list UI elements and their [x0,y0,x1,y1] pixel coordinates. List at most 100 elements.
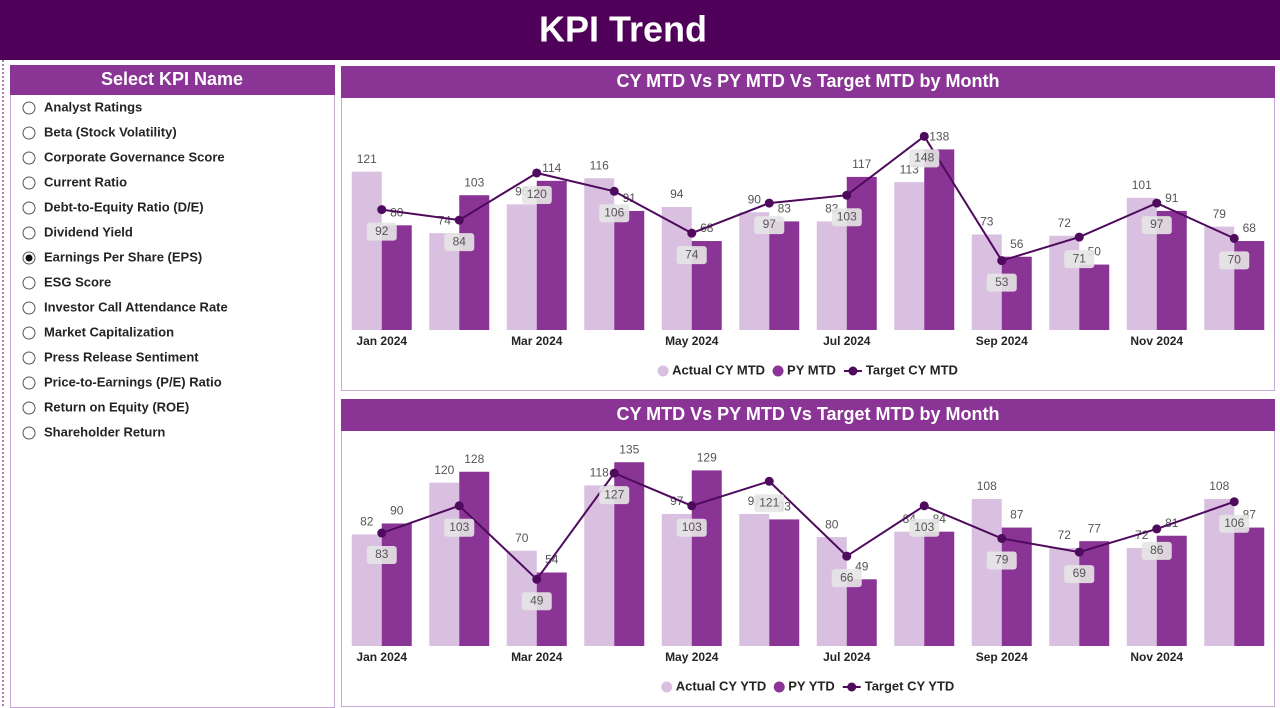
label-box [754,494,785,513]
slicer-option[interactable]: Corporate Governance Score [44,149,225,164]
radio-button[interactable] [22,426,36,440]
value-label: 53 [995,275,1009,289]
label-box [366,222,397,241]
chart-title: CY MTD Vs PY MTD Vs Target MTD by Month [616,404,999,424]
line-marker [1152,198,1162,208]
label-box [1064,565,1095,584]
value-label: 79 [995,553,1009,567]
label-box [599,204,630,223]
bar [1234,527,1265,646]
line-marker [532,168,542,178]
legend-item: Target CY MTD [843,362,958,377]
chart-panel [341,399,1275,707]
value-label: 74 [438,213,452,227]
slicer-option[interactable]: Price-to-Earnings (P/E) Ratio [44,374,222,389]
value-label: 103 [449,520,469,534]
radio-button[interactable] [22,401,36,415]
line-marker [997,256,1007,266]
x-tick-label: Sep 2024 [976,334,1028,348]
legend-label: Target CY YTD [865,678,955,693]
slicer-option[interactable]: Current Ratio [44,174,127,189]
radio-button[interactable] [22,126,36,140]
bar [429,482,460,646]
radio-button[interactable] [22,301,36,315]
bar [1126,547,1157,646]
chart-panel [341,66,1275,391]
line-marker [454,501,464,511]
page-title: KPI Trend [539,9,707,50]
x-tick-label: Mar 2024 [511,334,563,348]
radio-button[interactable] [22,376,36,390]
value-label: 106 [604,205,624,219]
legend-marker [847,682,857,692]
slicer-option[interactable]: Investor Call Attendance Rate [44,299,228,314]
line-marker [997,533,1007,543]
bar [1204,226,1235,330]
slicer-option[interactable]: Market Capitalization [44,324,174,339]
value-label: 128 [464,452,484,466]
line-marker [1152,524,1162,534]
line-marker [842,190,852,200]
radio-button[interactable] [22,226,36,240]
value-label: 121 [357,152,377,166]
legend-marker [772,365,784,377]
bar [584,485,615,646]
bar [1049,547,1080,646]
slicer-option[interactable]: Shareholder Return [44,424,165,439]
value-label: 79 [1213,207,1227,221]
radio-button[interactable] [22,276,36,290]
radio-button[interactable] [22,351,36,365]
value-label: 121 [759,495,779,509]
bar [584,178,615,330]
slicer-option[interactable]: Debt-to-Equity Ratio (D/E) [44,199,204,214]
bar [894,182,925,330]
bar [381,225,412,330]
radio-button[interactable] [22,151,36,165]
value-label: 90 [390,504,404,518]
value-label: 71 [1073,251,1087,265]
radio-button[interactable] [22,201,36,215]
line-marker [764,198,774,208]
x-tick-label: May 2024 [665,334,719,348]
value-label: 74 [685,247,699,261]
x-tick-label: Nov 2024 [1130,334,1183,348]
slicer-option[interactable]: Dividend Yield [44,224,133,239]
label-box [831,208,862,227]
value-label: 103 [682,520,702,534]
legend-marker [657,365,669,377]
value-label: 94 [670,187,684,201]
legend-label: Actual CY YTD [676,678,767,693]
chart-title: CY MTD Vs PY MTD Vs Target MTD by Month [616,71,999,91]
legend-label: Target CY MTD [866,362,958,377]
bar [846,579,877,646]
label-box [521,185,552,204]
x-tick-label: Nov 2024 [1130,650,1183,664]
value-label: 90 [748,192,762,206]
line-marker [1229,233,1239,243]
bar [1049,235,1080,330]
value-label: 83 [778,202,792,216]
value-label: 91 [1165,191,1179,205]
slicer-option[interactable]: Press Release Sentiment [44,349,199,364]
slicer-option[interactable]: ESG Score [44,274,111,289]
line-marker [454,215,464,225]
slicer-option[interactable]: Beta (Stock Volatility) [44,124,177,139]
slicer-option[interactable]: Return on Equity (ROE) [44,399,189,414]
line-marker [609,468,619,478]
value-label: 103 [464,175,484,189]
bar [769,221,800,330]
value-label: 129 [697,451,717,465]
bar [459,471,490,646]
line-marker [919,501,929,511]
slicer-option[interactable]: Earnings Per Share (EPS) [44,249,202,264]
label-box [909,149,940,168]
radio-button[interactable] [22,176,36,190]
legend-item: Actual CY YTD [661,678,766,693]
bar [1001,527,1032,646]
slicer-option[interactable]: Analyst Ratings [44,99,142,114]
radio-button[interactable] [22,101,36,115]
label-box [521,592,552,611]
radio-button[interactable] [22,326,36,340]
value-label: 56 [1010,237,1024,251]
